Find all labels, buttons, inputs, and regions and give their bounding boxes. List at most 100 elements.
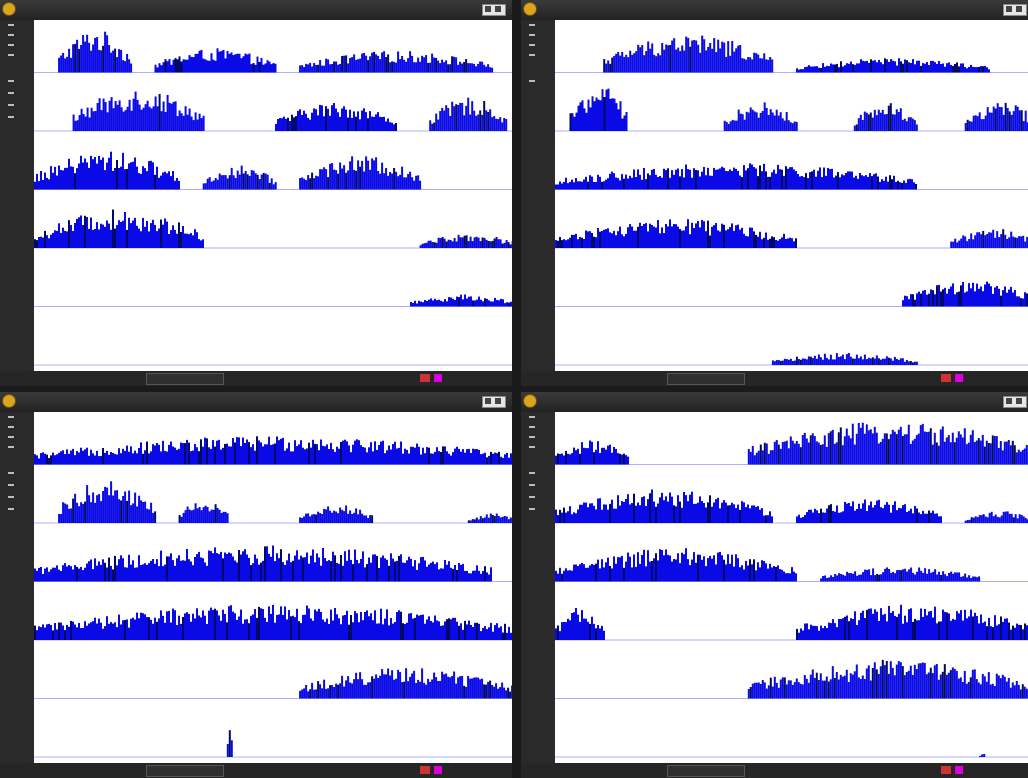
viewer-window-3 xyxy=(0,392,512,778)
tool-icon[interactable] xyxy=(529,80,535,82)
tool-icon[interactable] xyxy=(529,54,535,56)
track-bar xyxy=(410,302,412,307)
track-bar xyxy=(500,626,502,640)
track-bar xyxy=(769,57,772,73)
tool-icon[interactable] xyxy=(8,104,14,106)
track-bar xyxy=(325,169,328,190)
tool-icon[interactable] xyxy=(8,80,14,82)
status-field[interactable] xyxy=(667,373,745,385)
track-plot-area[interactable] xyxy=(34,412,512,763)
status-field[interactable] xyxy=(146,373,224,385)
tool-icon[interactable] xyxy=(8,24,14,26)
track-bar xyxy=(823,353,826,365)
app-logo-icon[interactable] xyxy=(2,394,16,408)
tool-icon[interactable] xyxy=(529,44,535,46)
track-bar xyxy=(1001,450,1004,465)
tool-icon[interactable] xyxy=(8,472,14,474)
tool-icon[interactable] xyxy=(8,44,14,46)
window-controls[interactable] xyxy=(482,396,506,408)
track-bar xyxy=(607,509,609,523)
track-plot-area[interactable] xyxy=(555,412,1028,763)
track-bar xyxy=(208,610,210,640)
tool-icon[interactable] xyxy=(8,484,14,486)
track-bar xyxy=(130,110,133,131)
tool-icon[interactable] xyxy=(529,436,535,438)
track-bar xyxy=(827,359,830,365)
tool-icon[interactable] xyxy=(8,496,14,498)
app-logo-icon[interactable] xyxy=(523,2,537,16)
window-controls[interactable] xyxy=(482,4,506,16)
track-bar xyxy=(877,176,879,190)
app-logo-icon[interactable] xyxy=(2,2,16,16)
track-bar xyxy=(785,239,787,248)
color-swatch-icon[interactable] xyxy=(955,766,963,774)
track-bar xyxy=(385,674,388,699)
track-bar xyxy=(351,156,354,190)
track-bar xyxy=(172,446,174,465)
color-swatch-icon[interactable] xyxy=(434,766,442,774)
track-bar xyxy=(820,68,822,73)
track-bar xyxy=(154,617,156,640)
tool-icon[interactable] xyxy=(8,446,14,448)
track-bar xyxy=(779,360,782,365)
track-bar xyxy=(591,233,593,248)
track-bar xyxy=(850,573,853,582)
tool-icon[interactable] xyxy=(8,508,14,510)
status-field[interactable] xyxy=(667,765,745,777)
tool-icon[interactable] xyxy=(8,436,14,438)
track-bar xyxy=(194,503,197,523)
color-swatch-icon[interactable] xyxy=(434,374,442,382)
track-bar xyxy=(270,613,272,640)
track-bar xyxy=(335,61,338,73)
tool-icon[interactable] xyxy=(8,34,14,36)
track-bar xyxy=(467,97,470,131)
track-bar xyxy=(571,179,573,190)
track-bar xyxy=(1024,623,1026,640)
tool-icon[interactable] xyxy=(529,416,535,418)
track-bar xyxy=(389,172,392,190)
track-plot-area[interactable] xyxy=(34,20,512,371)
track-bar xyxy=(140,109,143,131)
tool-icon[interactable] xyxy=(529,484,535,486)
tool-icon[interactable] xyxy=(529,34,535,36)
track-bar xyxy=(172,101,175,131)
track-bar xyxy=(96,565,98,582)
tool-icon[interactable] xyxy=(8,116,14,118)
track-plot-area[interactable] xyxy=(555,20,1028,371)
track-bar xyxy=(266,444,268,465)
tool-icon[interactable] xyxy=(8,54,14,56)
track-bar xyxy=(863,354,866,365)
track-bar xyxy=(507,519,510,523)
track-bar xyxy=(479,110,482,131)
track-bar xyxy=(82,450,84,465)
track-bar xyxy=(899,108,902,131)
tool-icon[interactable] xyxy=(8,416,14,418)
track-bar xyxy=(200,49,203,73)
track-bar xyxy=(798,632,800,640)
app-logo-icon[interactable] xyxy=(523,394,537,408)
track-bar xyxy=(713,502,715,523)
tool-icon[interactable] xyxy=(8,426,14,428)
window-controls[interactable] xyxy=(1003,396,1027,408)
tool-icon[interactable] xyxy=(8,92,14,94)
tool-icon[interactable] xyxy=(529,496,535,498)
track-bar xyxy=(451,241,454,248)
track-bar xyxy=(343,106,345,131)
track-bar xyxy=(419,245,422,248)
track-bar xyxy=(134,450,136,465)
tool-icon[interactable] xyxy=(529,472,535,474)
track-bar xyxy=(445,241,448,248)
track-bar xyxy=(801,358,804,365)
tool-icon[interactable] xyxy=(529,426,535,428)
track-bar xyxy=(821,444,824,465)
track-bar xyxy=(998,107,1001,131)
track-bar xyxy=(487,241,490,248)
window-controls[interactable] xyxy=(1003,4,1027,16)
track-bar xyxy=(589,231,591,248)
color-swatch-icon[interactable] xyxy=(955,374,963,382)
tool-icon[interactable] xyxy=(529,24,535,26)
track-bar xyxy=(593,452,595,465)
tool-icon[interactable] xyxy=(529,508,535,510)
status-field[interactable] xyxy=(146,765,224,777)
tool-icon[interactable] xyxy=(529,446,535,448)
